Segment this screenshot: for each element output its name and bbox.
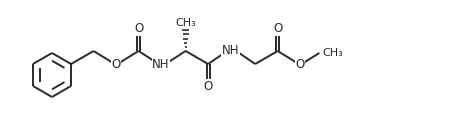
Text: NH: NH [153,57,170,70]
Text: O: O [111,57,121,70]
Text: O: O [295,57,305,70]
Text: CH₃: CH₃ [322,48,343,58]
Text: O: O [203,80,213,93]
Text: O: O [134,22,143,35]
Text: O: O [273,22,282,35]
Text: NH: NH [222,44,240,57]
Text: CH₃: CH₃ [175,18,196,28]
